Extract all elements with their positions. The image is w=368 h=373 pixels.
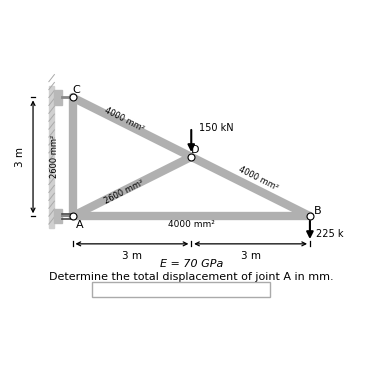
Text: E = 70 GPa: E = 70 GPa — [160, 260, 223, 269]
Bar — [92, 282, 270, 297]
Text: 3 m: 3 m — [15, 147, 25, 167]
Text: 2600 mm²: 2600 mm² — [50, 135, 59, 178]
Bar — [54, 90, 61, 104]
Text: 3 m: 3 m — [241, 251, 261, 261]
Bar — [54, 209, 61, 223]
Text: 150 kN: 150 kN — [199, 123, 234, 134]
Text: C: C — [72, 85, 81, 95]
Text: 225 k: 225 k — [316, 229, 343, 239]
Text: 4000 mm²: 4000 mm² — [103, 106, 145, 133]
Text: D: D — [191, 145, 199, 155]
Text: 4000 mm²: 4000 mm² — [237, 165, 280, 192]
Bar — [49, 86, 54, 228]
Text: 2600 mm²: 2600 mm² — [103, 178, 145, 206]
Text: 3 m: 3 m — [122, 251, 142, 261]
Text: A: A — [76, 220, 84, 230]
Text: B: B — [314, 206, 322, 216]
Text: 4000 mm²: 4000 mm² — [168, 220, 215, 229]
Text: Determine the total displacement of joint A in mm.: Determine the total displacement of join… — [49, 273, 333, 282]
